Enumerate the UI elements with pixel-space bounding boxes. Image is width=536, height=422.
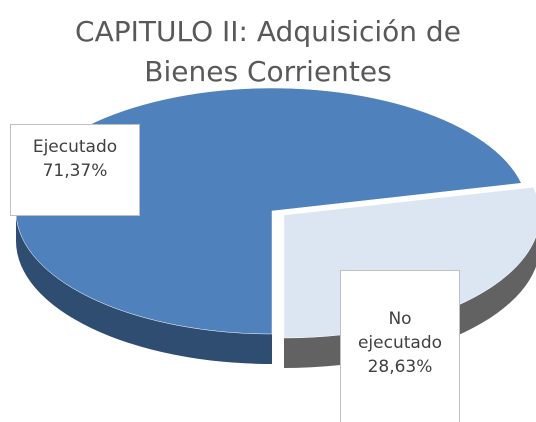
slice-side xyxy=(16,211,272,364)
label-category: No ejecutado xyxy=(357,309,443,353)
label-value: 71,37% xyxy=(42,161,108,181)
label-category: Ejecutado xyxy=(32,137,118,157)
data-label: No ejecutado 28,63% xyxy=(340,270,460,422)
label-value: 28,63% xyxy=(367,357,433,377)
chart-title: CAPITULO II: Adquisición de Bienes Corri… xyxy=(75,15,461,88)
data-label: Ejecutado 71,37% xyxy=(10,124,140,216)
